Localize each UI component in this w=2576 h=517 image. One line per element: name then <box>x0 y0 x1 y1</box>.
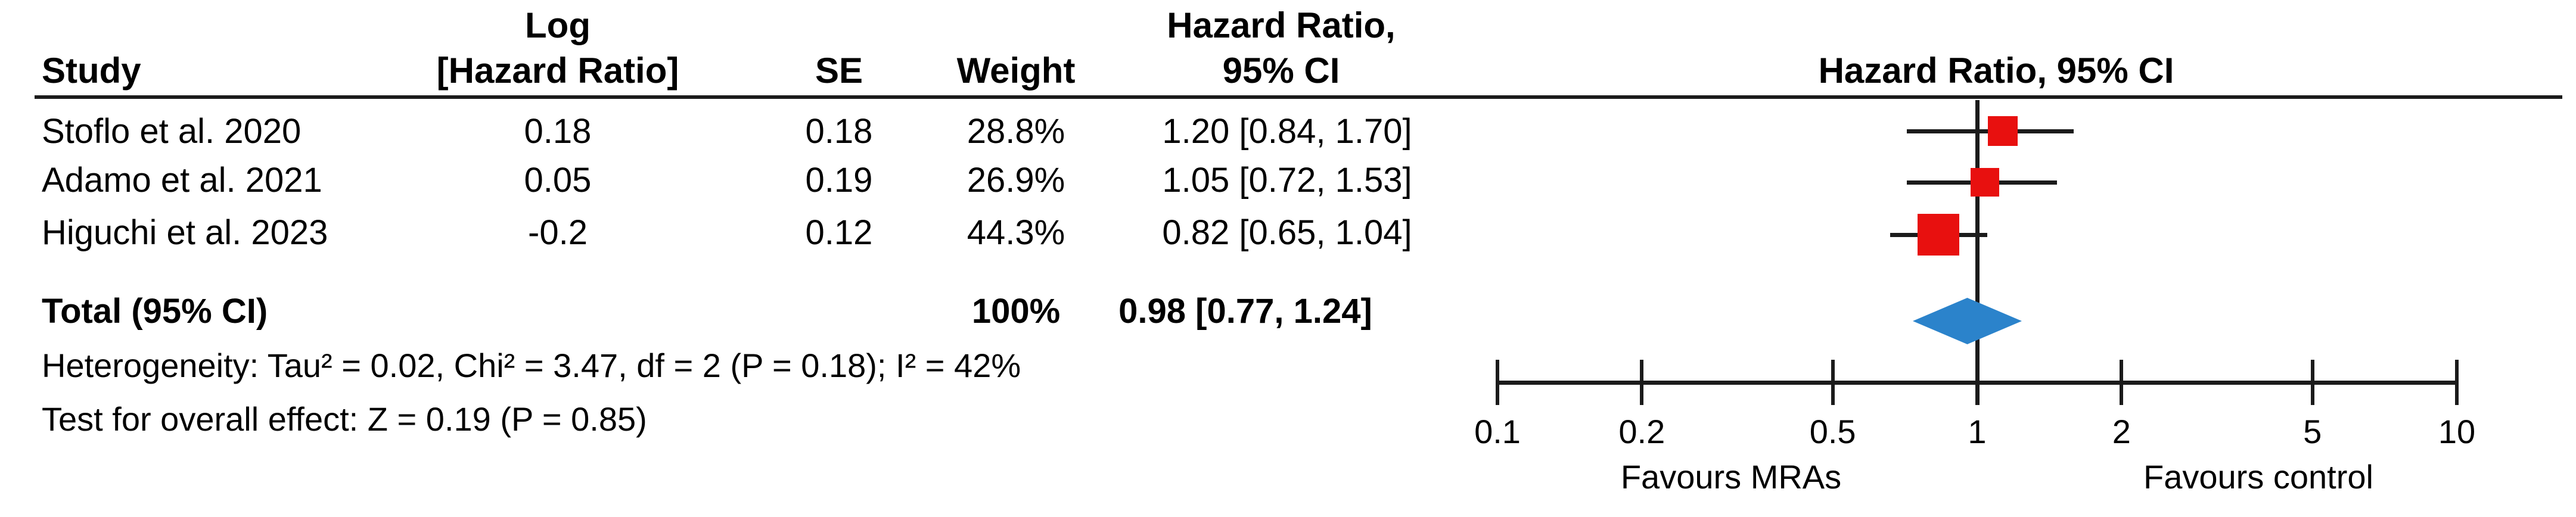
log-hr-value: 0.18 <box>524 112 592 151</box>
col-header-loghr-line1: Log <box>525 5 591 45</box>
axis-tick <box>2455 360 2459 405</box>
effect-square <box>1988 116 2018 146</box>
axis-tick <box>1496 360 1499 405</box>
axis-tick <box>2310 360 2314 405</box>
axis-tick <box>1640 360 1644 405</box>
weight-value: 44.3% <box>967 213 1065 252</box>
study-name: Higuchi et al. 2023 <box>42 213 328 252</box>
axis-tick <box>1975 360 1979 405</box>
favours-left-label: Favours MRAs <box>1620 458 1842 496</box>
col-header-loghr-line2: [Hazard Ratio] <box>436 51 679 91</box>
study-name: Stoflo et al. 2020 <box>42 112 302 151</box>
effect-square <box>1918 214 1959 256</box>
ci-value: 1.05 [0.72, 1.53] <box>1162 161 1412 200</box>
se-value: 0.18 <box>805 112 873 151</box>
ci-value: 0.82 [0.65, 1.04] <box>1162 213 1412 252</box>
total-weight: 100% <box>971 292 1061 331</box>
overall-effect-text: Test for overall effect: Z = 0.19 (P = 0… <box>42 400 647 438</box>
axis-tick <box>2120 360 2124 405</box>
heterogeneity-text: Heterogeneity: Tau² = 0.02, Chi² = 3.47,… <box>42 347 1021 384</box>
log-hr-value: -0.2 <box>528 213 588 252</box>
axis-tick-label: 0.5 <box>1809 413 1856 450</box>
summary-diamond <box>1913 298 2022 344</box>
se-value: 0.12 <box>805 213 873 252</box>
weight-value: 26.9% <box>967 161 1065 200</box>
axis-tick-label: 1 <box>1968 413 1987 450</box>
axis-tick-label: 5 <box>2303 413 2322 450</box>
header-rule <box>35 95 2562 99</box>
axis-tick-label: 10 <box>2438 413 2476 450</box>
col-header-study: Study <box>42 51 141 91</box>
effect-square <box>1971 168 1999 197</box>
col-header-se: SE <box>815 51 863 91</box>
total-label: Total (95% CI) <box>42 292 268 331</box>
col-header-weight: Weight <box>956 51 1076 91</box>
weight-value: 28.8% <box>967 112 1065 151</box>
col-header-ci-line2: 95% CI <box>1222 51 1340 91</box>
se-value: 0.19 <box>805 161 873 200</box>
log-hr-value: 0.05 <box>524 161 592 200</box>
no-effect-line <box>1975 100 1980 405</box>
axis-tick-label: 0.2 <box>1618 413 1665 450</box>
axis-tick-label: 0.1 <box>1474 413 1521 450</box>
plot-header: Hazard Ratio, 95% CI <box>1818 51 2174 91</box>
total-ci: 0.98 [0.77, 1.24] <box>1118 292 1372 331</box>
ci-value: 1.20 [0.84, 1.70] <box>1162 112 1412 151</box>
axis-tick-label: 2 <box>2112 413 2131 450</box>
favours-right-label: Favours control <box>2143 458 2373 496</box>
study-name: Adamo et al. 2021 <box>42 161 322 200</box>
axis-tick <box>1831 360 1835 405</box>
col-header-ci-line1: Hazard Ratio, <box>1167 5 1396 45</box>
